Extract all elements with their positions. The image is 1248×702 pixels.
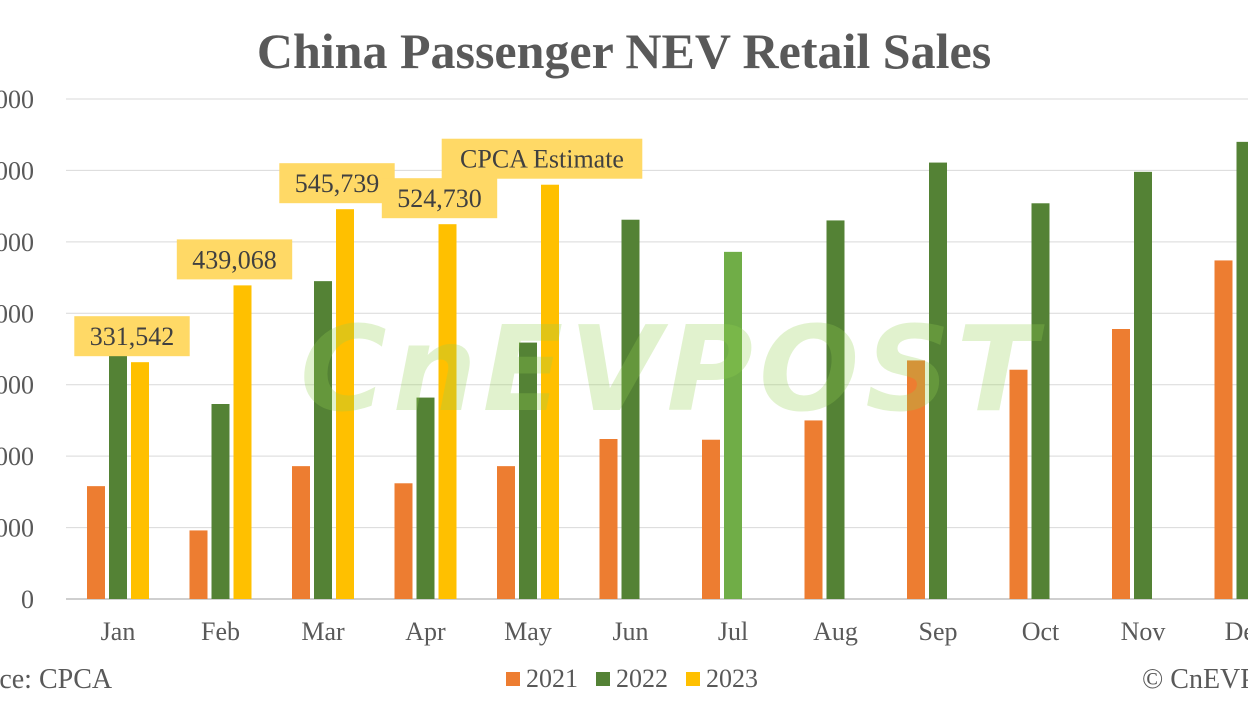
legend-swatch-2022 <box>596 672 610 686</box>
x-tick-label: Jul <box>718 617 748 646</box>
bar-2022-aug <box>826 220 845 599</box>
y-tick-label: 00,000 <box>0 85 34 114</box>
x-tick-label: May <box>504 617 552 646</box>
x-tick-label: Aug <box>813 617 858 646</box>
legend-label-2022: 2022 <box>616 664 668 693</box>
x-tick-label: Sep <box>919 617 958 646</box>
legend-swatch-2021 <box>506 672 520 686</box>
data-label-box <box>381 178 498 219</box>
bar-2021-jan <box>87 486 105 599</box>
x-tick-label: Dec <box>1225 617 1248 646</box>
x-tick-label: Oct <box>1022 617 1060 646</box>
bar-2022-apr <box>416 397 435 599</box>
y-tick-label: 00,000 <box>0 156 34 185</box>
bar-2023-mar <box>336 209 354 599</box>
bar-2021-mar <box>292 466 310 599</box>
bar-2021-apr <box>394 483 413 599</box>
bar-2023-apr <box>438 224 457 599</box>
data-label-box <box>176 239 293 280</box>
y-tick-label: 00,000 <box>0 514 34 543</box>
data-label: CPCA Estimate <box>460 145 624 174</box>
bar-2021-dec <box>1214 260 1233 599</box>
legend-item-2023: 2023 <box>686 664 758 694</box>
bar-2022-jun <box>621 219 640 599</box>
bar-2022-oct <box>1031 203 1050 600</box>
bar-2022-may <box>519 342 537 599</box>
legend-item-2022: 2022 <box>596 664 668 694</box>
bar-2022-mar <box>314 281 332 599</box>
data-label-box <box>441 138 643 179</box>
bar-2022-dec <box>1236 141 1248 599</box>
y-tick-label: 0 <box>21 585 34 614</box>
x-tick-label: Jan <box>101 617 136 646</box>
bar-2021-oct <box>1009 369 1028 599</box>
bar-2022-nov <box>1134 171 1152 599</box>
data-label: 545,739 <box>295 169 380 198</box>
bar-2021-may <box>497 466 515 599</box>
bar-2022-jan <box>109 351 127 599</box>
x-tick-label: Feb <box>201 617 240 646</box>
data-label-box <box>74 316 190 357</box>
bar-2022-jul <box>724 251 742 599</box>
legend-label-2023: 2023 <box>706 664 758 693</box>
bar-2021-jul <box>702 439 720 599</box>
bar-2023-feb <box>233 285 252 599</box>
bar-2023-jan <box>131 362 149 599</box>
legend-item-2021: 2021 <box>506 664 578 694</box>
copyright-note: © CnEVPost <box>1142 664 1248 695</box>
data-label: 439,068 <box>192 245 277 274</box>
data-label-box <box>279 163 395 204</box>
y-tick-label: 00,000 <box>0 442 34 471</box>
data-label: 331,542 <box>90 322 175 351</box>
source-note: rce: CPCA <box>0 664 113 695</box>
chart-title: China Passenger NEV Retail Sales <box>256 23 992 79</box>
x-tick-label: Nov <box>1121 617 1166 646</box>
bar-2021-jun <box>599 439 618 599</box>
y-tick-label: 00,000 <box>0 371 34 400</box>
bar-2021-aug <box>804 420 823 599</box>
bar-2022-feb <box>211 404 230 599</box>
bar-2022-sep <box>929 162 947 600</box>
y-tick-label: 00,000 <box>0 228 34 257</box>
x-tick-label: Jun <box>612 617 648 646</box>
bar-2021-nov <box>1112 329 1130 599</box>
legend-swatch-2023 <box>686 672 700 686</box>
y-tick-label: 00,000 <box>0 299 34 328</box>
x-tick-label: Apr <box>405 617 446 646</box>
data-label: 524,730 <box>397 184 482 213</box>
legend-label-2021: 2021 <box>526 664 578 693</box>
bar-2023-may <box>541 184 559 599</box>
bar-2021-feb <box>189 530 208 599</box>
x-tick-label: Mar <box>301 617 345 646</box>
legend: 2021 2022 2023 <box>506 664 758 694</box>
bar-2021-sep <box>907 360 925 599</box>
